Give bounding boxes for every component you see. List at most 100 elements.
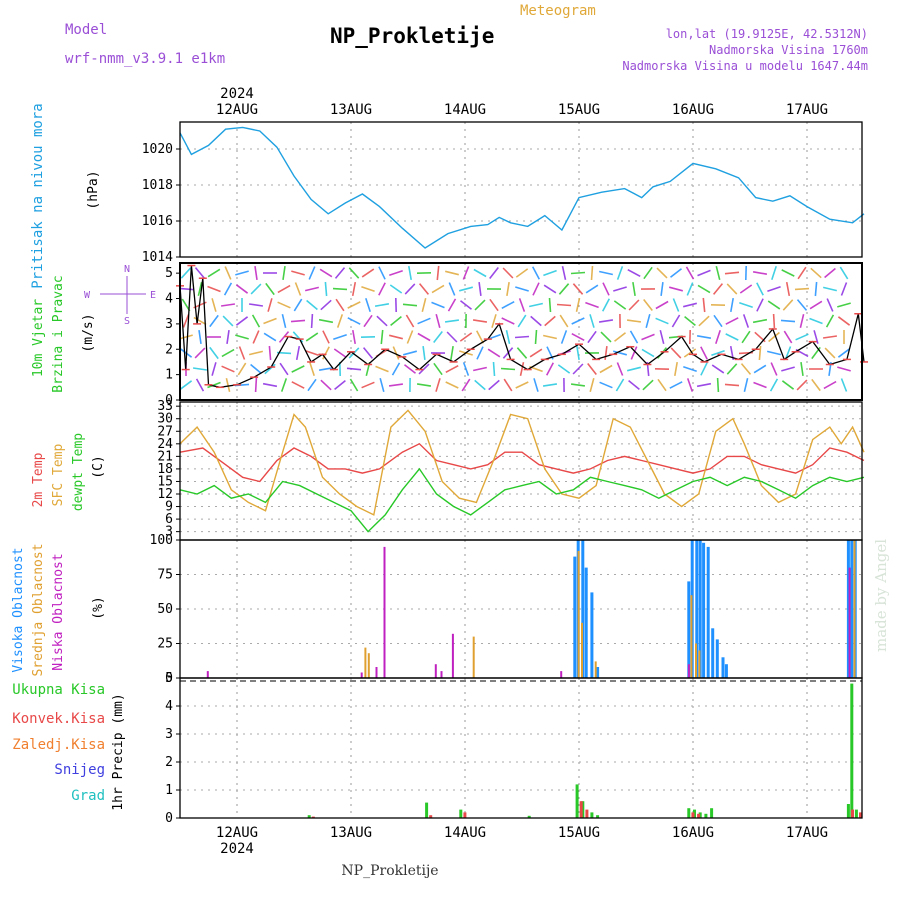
wind-arrow	[548, 297, 552, 313]
pressure-line	[179, 126, 865, 249]
temp2m-ylabel: 2m Temp	[31, 452, 46, 507]
wind-arrow	[529, 302, 543, 308]
wind-arrow	[361, 381, 375, 389]
wind-arrow	[433, 362, 443, 376]
wind-arrow	[435, 313, 441, 329]
wind-arrow	[799, 314, 805, 328]
y-tick-label: 75	[157, 568, 173, 583]
wind-arrow	[333, 348, 347, 358]
wind-arrow	[628, 299, 640, 311]
wind-arrow	[374, 303, 390, 307]
wind-arrow	[476, 346, 484, 360]
wind-arrow	[612, 350, 628, 356]
wind-arrow	[404, 283, 416, 295]
y-tick-label: 3	[165, 525, 173, 540]
wind-arrow	[431, 301, 445, 309]
y-tick-label: 5	[165, 671, 173, 686]
wind-arrow	[657, 378, 667, 392]
wind-arrow	[700, 362, 708, 376]
elevation-text: Nadmorska Visina 1760m	[709, 43, 868, 57]
wind-arrow	[362, 347, 374, 359]
wind-arrow	[669, 381, 683, 389]
conv-precip-bar	[697, 813, 701, 818]
conv-legend: Konvek.Kisa	[12, 711, 105, 727]
wind-arrow	[402, 303, 418, 307]
wind-arrow	[252, 330, 260, 344]
wind-arrow	[478, 281, 482, 297]
high-cloud-bar	[721, 657, 725, 678]
wind-arrow	[543, 284, 557, 294]
wind-arrow	[629, 330, 639, 344]
wind-arrow	[740, 363, 752, 375]
y-tick-label: 1	[165, 368, 173, 383]
total-precip-bar	[850, 683, 854, 818]
wind-arrow	[800, 361, 804, 377]
wind-ylabel-2: Brzina i Pravac	[51, 275, 66, 392]
wind-arrow	[322, 346, 330, 360]
low-cloud-bar	[375, 667, 378, 678]
wind-arrow	[598, 319, 614, 323]
x-label-top: 13AUG	[330, 102, 372, 118]
wind-arrow	[534, 329, 538, 345]
wind-unit: (m/s)	[81, 313, 96, 352]
wind-arrow	[576, 345, 580, 361]
wind-arrow	[613, 286, 627, 292]
y-tick-label: 21	[157, 449, 173, 464]
y-tick-label: 3	[165, 727, 173, 742]
wind-arrow	[436, 265, 440, 281]
y-tick-label: 6	[165, 512, 173, 527]
wind-arrow	[659, 330, 665, 344]
total-precip-bar	[527, 815, 531, 818]
wind-arrow	[347, 301, 361, 309]
wind-arrow	[542, 383, 558, 387]
wind-arrow	[616, 266, 624, 280]
y-tick-label: 25	[157, 637, 173, 652]
wind-arrow	[599, 270, 613, 276]
wind-arrow	[589, 377, 595, 393]
wind-arrow	[837, 302, 851, 308]
wind-arrow	[318, 318, 334, 324]
x-label-top: 14AUG	[444, 102, 486, 118]
wind-arrow	[702, 297, 706, 313]
wind-arrow	[361, 268, 375, 278]
wind-arrow	[250, 283, 262, 295]
y-tick-label: 12	[157, 487, 173, 502]
y-tick-label: 9	[165, 500, 173, 515]
conv-precip-bar	[463, 812, 467, 818]
wind-arrow	[292, 331, 304, 343]
wind-arrow	[250, 363, 262, 375]
wind-arrow	[730, 297, 734, 313]
wind-arrow	[472, 319, 488, 323]
wind-arrow	[713, 314, 723, 328]
lonlat-text: lon,lat (19.9125E, 42.5312N)	[666, 27, 868, 41]
wind-arrow	[488, 379, 500, 391]
wind-arrow	[501, 300, 515, 310]
total-precip-bar	[698, 812, 702, 818]
wind-arrow	[558, 283, 570, 295]
wind-arrow	[349, 378, 359, 392]
wind-arrow	[352, 329, 356, 345]
mid-cloud-bar	[853, 540, 856, 678]
wind-arrow	[529, 348, 543, 358]
wind-arrow	[643, 266, 653, 280]
high-cloud-bar	[850, 540, 854, 678]
wind-arrow	[739, 284, 753, 294]
wind-arrow	[630, 346, 638, 360]
high-cloud-bar	[695, 540, 699, 678]
wind-arrow	[772, 313, 776, 329]
conv-precip-bar	[691, 812, 695, 818]
total-precip-bar	[425, 802, 429, 818]
wind-arrow	[351, 281, 357, 297]
wind-arrow	[390, 315, 402, 327]
wind-arrow	[503, 378, 513, 392]
wind-arrow	[433, 331, 443, 343]
wind-arrow	[209, 314, 219, 328]
y-tick-label: 1	[165, 783, 173, 798]
wind-arrow	[575, 298, 581, 312]
wind-arrow	[557, 364, 571, 374]
total-precip-bar	[687, 808, 691, 818]
label-layer: 1014101610181020012345369121518212427303…	[11, 102, 828, 841]
wind-arrow	[572, 283, 584, 295]
sfc-ylabel: SFC Temp	[51, 444, 66, 507]
wind-arrow	[198, 329, 202, 345]
